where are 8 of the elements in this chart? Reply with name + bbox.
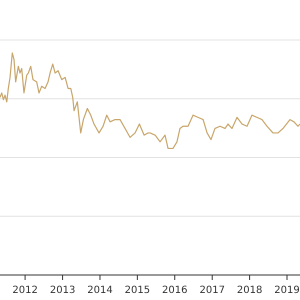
x-tick-label: 2019 <box>274 285 300 296</box>
x-tick-label: 2016 <box>162 285 188 296</box>
x-tick-label: 2013 <box>50 285 76 296</box>
x-tick-label: 2018 <box>236 285 262 296</box>
x-tick-label: 2015 <box>124 285 150 296</box>
x-tick-label: 2014 <box>87 285 113 296</box>
x-tick-label: 2012 <box>12 285 38 296</box>
x-tick-label: 2017 <box>199 285 225 296</box>
